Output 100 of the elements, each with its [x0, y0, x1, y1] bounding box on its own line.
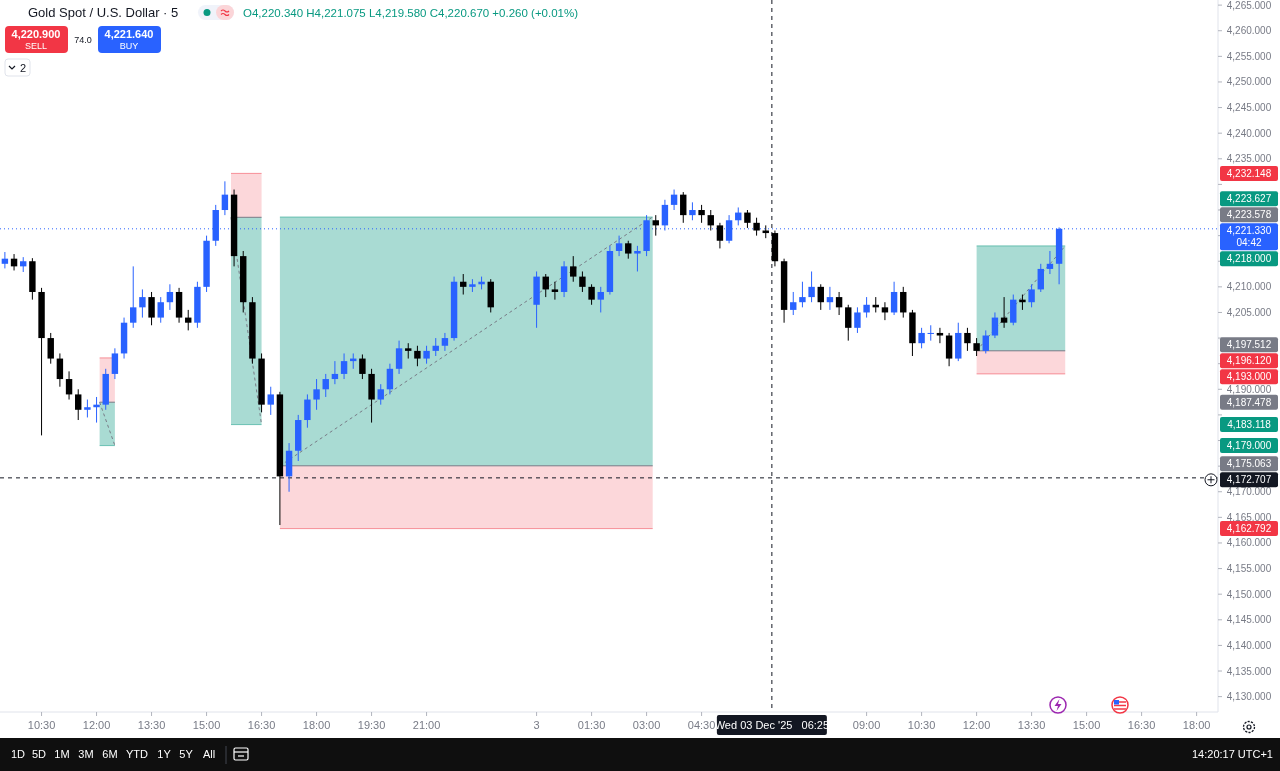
text: 6M — [102, 748, 118, 760]
candlestick — [322, 373, 329, 398]
candlestick — [835, 291, 843, 316]
candlestick — [652, 214, 659, 237]
text: O4,220.340 H4,221.075 L4,219.580 C4,220.670 +0.260 (+0.01%) — [243, 7, 579, 19]
candlestick — [551, 281, 559, 301]
candlestick — [340, 352, 348, 380]
candlestick — [900, 286, 907, 319]
candlestick — [267, 386, 274, 416]
candlestick — [157, 296, 164, 324]
candlestick — [65, 370, 73, 401]
candlestick — [139, 288, 146, 319]
y-tick-label: 4,245.000 — [1226, 102, 1272, 114]
text: 4,197.512 — [1226, 339, 1272, 351]
text: 5D — [31, 748, 47, 760]
candlestick — [845, 304, 852, 342]
candlestick — [377, 383, 384, 406]
candlestick — [56, 352, 64, 388]
x-tick-label: 19:30 — [357, 719, 386, 731]
candlestick — [881, 301, 889, 321]
candlestick — [47, 332, 54, 365]
candlestick — [185, 309, 192, 331]
annotation: 4,220.900 — [11, 28, 61, 40]
candlestick — [588, 283, 595, 306]
annotation: 74.0 — [74, 35, 92, 45]
y-tick-label: 4,145.000 — [1226, 614, 1272, 626]
candlestick — [1000, 296, 1008, 329]
y-tick-label: 4,140.000 — [1226, 639, 1272, 651]
y-tick-label: 4,240.000 — [1226, 127, 1272, 139]
candlestick — [936, 327, 944, 344]
text: 4,193.000 — [1226, 371, 1272, 383]
ref-line-label: 4,221.330 04:42 — [1226, 225, 1272, 249]
x-tick-label: 13:30 — [137, 719, 166, 731]
candlestick — [130, 265, 137, 329]
x-tick-label: 09:00 — [852, 719, 881, 731]
candlestick — [680, 191, 687, 224]
annotation: BUY — [119, 40, 139, 51]
annotation: 2 — [19, 61, 27, 74]
x-tick-label: 16:30 — [1127, 719, 1156, 731]
candlestick — [991, 311, 999, 339]
candlestick — [964, 327, 971, 352]
candlestick — [570, 255, 577, 283]
x-tick-label: 10:30 — [27, 719, 56, 731]
text: YTD — [126, 748, 149, 760]
y-tick-label: 4,260.000 — [1226, 25, 1272, 37]
y-tick-label: 4,205.000 — [1226, 306, 1272, 318]
candlestick — [707, 209, 714, 231]
candlestick — [799, 281, 806, 308]
candlestick — [854, 306, 861, 334]
candlestick — [863, 296, 870, 319]
candlestick — [808, 270, 815, 303]
y-tick-label: 4,165.000 — [1226, 511, 1272, 523]
y-tick-label: 4,265.000 — [1226, 0, 1272, 11]
x-tick-label: 15:00 — [192, 719, 221, 731]
x-tick-label: 12:00 — [82, 719, 111, 731]
candlestick — [670, 189, 678, 211]
y-tick-label: 4,155.000 — [1226, 563, 1272, 575]
text: 4,232.148 — [1226, 167, 1272, 179]
candlestick — [918, 327, 925, 349]
text: 14:20:17 UTC+1 — [1191, 748, 1273, 760]
y-tick-label: 4,160.000 — [1226, 537, 1272, 549]
candlestick — [441, 332, 449, 352]
x-tick-label: 3 — [533, 719, 540, 731]
candlestick — [148, 291, 155, 326]
candlestick — [634, 245, 641, 272]
candlestick — [386, 363, 394, 395]
x-tick-label: 03:00 — [632, 719, 661, 731]
x-tick-label: 01:30 — [577, 719, 606, 731]
text: 4,187.478 — [1226, 396, 1272, 408]
candlestick — [817, 283, 824, 311]
candlestick — [661, 199, 669, 231]
text: 4,223.627 — [1226, 193, 1272, 205]
y-tick-label: 4,150.000 — [1226, 588, 1272, 600]
candlestick — [597, 286, 604, 313]
x-tick-label: 18:00 — [1182, 719, 1211, 731]
candlestick — [890, 281, 898, 316]
candlestick — [615, 235, 623, 257]
y-tick-label: 4,130.000 — [1226, 691, 1272, 703]
candlestick — [579, 270, 586, 293]
candlestick — [1010, 294, 1017, 326]
candlestick — [1046, 250, 1054, 275]
chart-title: Gold Spot / U.S. Dollar · 5 — [28, 5, 179, 20]
text: 4,175.063 — [1226, 458, 1272, 470]
annotation: SELL — [24, 40, 48, 51]
candlestick — [1028, 283, 1035, 308]
candlestick — [166, 283, 174, 311]
candlestick — [414, 345, 421, 367]
y-tick-label: 4,170.000 — [1226, 486, 1272, 498]
candlestick — [304, 393, 311, 429]
candlestick — [927, 324, 934, 342]
candlestick — [945, 332, 953, 367]
candlestick — [331, 360, 339, 385]
candlestick — [359, 353, 366, 380]
x-tick-label: 13:30 — [1017, 719, 1046, 731]
y-tick-label: 4,135.000 — [1226, 665, 1272, 677]
text: All — [202, 748, 216, 760]
candlestick — [221, 180, 229, 216]
x-tick-label: 12:00 — [962, 719, 991, 731]
text: 4,183.118 — [1227, 419, 1272, 431]
x-tick-label: 10:30 — [907, 719, 936, 731]
